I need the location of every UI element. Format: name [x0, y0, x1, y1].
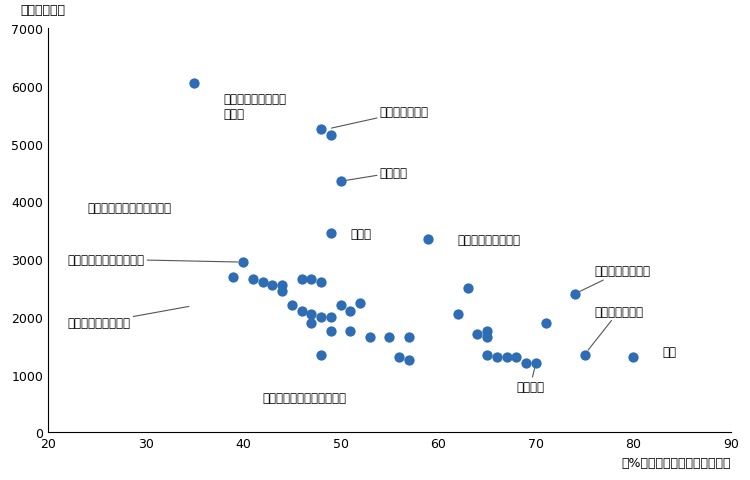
Point: [256, 279, 268, 287]
Point: [305, 276, 317, 284]
Point: [305, 311, 317, 318]
Point: [539, 319, 551, 327]
Point: [296, 276, 307, 284]
Point: [461, 285, 473, 292]
Point: [334, 302, 346, 310]
Text: 清掃: 清掃: [663, 346, 676, 359]
Point: [305, 319, 317, 327]
Point: [422, 236, 434, 243]
Point: [354, 299, 366, 307]
Point: [530, 360, 542, 367]
Point: [315, 126, 327, 134]
Point: [325, 132, 337, 140]
Text: ウエイター・ウエイトレス: ウエイター・ウエイトレス: [262, 392, 346, 405]
Point: [325, 230, 337, 238]
Point: [325, 328, 337, 336]
Text: 配達、倉庫作業: 配達、倉庫作業: [588, 305, 644, 350]
Text: 財務、会計、経理: 財務、会計、経理: [580, 265, 650, 292]
Point: [227, 273, 239, 281]
Point: [490, 354, 502, 361]
Point: [510, 354, 522, 361]
Text: 宿泊接客: 宿泊接客: [516, 369, 544, 393]
Point: [266, 282, 278, 289]
Text: 管理職: 管理職: [350, 227, 371, 240]
Text: 経営企画: 経営企画: [346, 167, 408, 181]
Point: [344, 308, 356, 315]
Point: [286, 302, 298, 310]
Point: [383, 334, 395, 341]
Point: [471, 331, 483, 338]
Text: 研究開発（電気・機械）: 研究開発（電気・機械）: [68, 253, 238, 266]
Text: 経営・会計コンサル
タント: 経営・会計コンサル タント: [224, 93, 286, 120]
Point: [628, 354, 640, 361]
Text: 弁護士、弁理士、司法書士: 弁護士、弁理士、司法書士: [87, 201, 171, 214]
Point: [568, 290, 580, 298]
Text: 美術家・デザイナー: 美術家・デザイナー: [68, 307, 189, 330]
Point: [452, 311, 464, 318]
Point: [276, 282, 288, 289]
Point: [188, 80, 200, 88]
Text: 公認会計士、税理士: 公認会計士、税理士: [458, 233, 520, 246]
Point: [481, 328, 493, 336]
Point: [578, 351, 590, 359]
Point: [247, 276, 259, 284]
Point: [315, 313, 327, 321]
Point: [296, 308, 307, 315]
Point: [403, 334, 415, 341]
Point: [344, 328, 356, 336]
Point: [315, 279, 327, 287]
Point: [334, 178, 346, 186]
Point: [500, 354, 512, 361]
Point: [403, 357, 415, 364]
Point: [481, 351, 493, 359]
Y-axis label: （時給、円）: （時給、円）: [21, 4, 66, 17]
X-axis label: （%、繰り返しの仕事の割合）: （%、繰り返しの仕事の割合）: [622, 456, 731, 469]
Point: [315, 351, 327, 359]
Point: [237, 259, 249, 266]
Point: [520, 360, 532, 367]
Point: [364, 334, 376, 341]
Point: [325, 313, 337, 321]
Text: 医師、歯科医師: 医師、歯科医師: [332, 106, 429, 129]
Point: [393, 354, 405, 361]
Point: [481, 334, 493, 341]
Point: [276, 288, 288, 295]
